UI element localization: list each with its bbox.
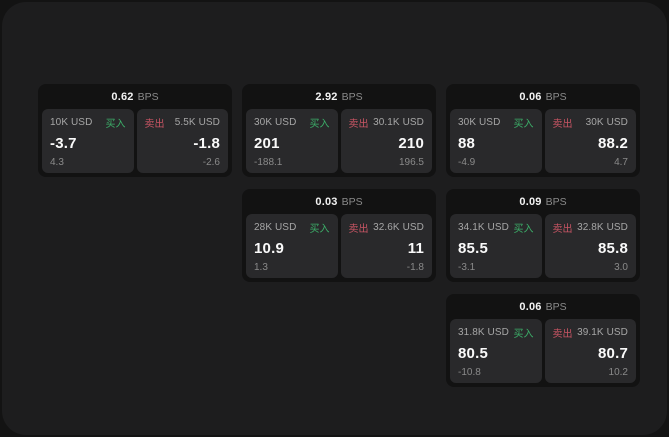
bps-header: 0.06 BPS	[446, 84, 640, 107]
buy-panel[interactable]: 30K USD 买入 88 -4.9	[450, 109, 542, 173]
bps-header: 2.92 BPS	[242, 84, 436, 107]
buy-amount: 31.8K USD	[458, 327, 509, 338]
quote-card: 2.92 BPS 30K USD 买入 201 -188.1 卖出	[242, 84, 436, 177]
buy-amount: 10K USD	[50, 117, 93, 128]
quote-card: 0.06 BPS 31.8K USD 买入 80.5 -10.8 卖	[446, 294, 640, 387]
buy-amount: 30K USD	[254, 117, 297, 128]
sell-amount: 32.6K USD	[373, 222, 424, 233]
sell-amount: 30K USD	[585, 117, 628, 128]
bps-value: 0.03	[315, 195, 338, 208]
buy-price: 201	[254, 135, 280, 152]
bps-value: 0.09	[519, 195, 542, 208]
buy-tag: 买入	[513, 224, 534, 235]
buy-delta: -188.1	[254, 157, 283, 168]
buy-panel[interactable]: 28K USD 买入 10.9 1.3	[246, 214, 338, 278]
buy-price: 88	[458, 135, 476, 152]
sell-amount: 32.8K USD	[577, 222, 628, 233]
buy-panel[interactable]: 30K USD 买入 201 -188.1	[246, 109, 338, 173]
buy-delta: -10.8	[458, 367, 481, 378]
buy-amount: 34.1K USD	[458, 222, 509, 233]
sell-price: 11	[407, 240, 424, 257]
bps-unit-label: BPS	[137, 90, 159, 103]
sell-price: -1.8	[193, 135, 220, 152]
quote-card: 0.06 BPS 30K USD 买入 88 -4.9 卖出	[446, 84, 640, 177]
sell-price: 88.2	[598, 135, 628, 152]
buy-delta: 4.3	[50, 157, 64, 168]
quote-card-body: 28K USD 买入 10.9 1.3 卖出 32.6K USD 11 -1.8	[242, 212, 436, 282]
bps-value: 2.92	[315, 90, 338, 103]
buy-delta: -3.1	[458, 262, 476, 273]
buy-tag: 买入	[309, 224, 330, 235]
sell-panel[interactable]: 卖出 30.1K USD 210 196.5	[340, 109, 432, 173]
bps-header: 0.09 BPS	[446, 189, 640, 212]
quote-card-body: 34.1K USD 买入 85.5 -3.1 卖出 32.8K USD 85.8…	[446, 212, 640, 282]
buy-tag: 买入	[513, 329, 534, 340]
sell-delta: -2.6	[202, 157, 220, 168]
sell-delta: 4.7	[614, 157, 628, 168]
sell-panel[interactable]: 卖出 32.8K USD 85.8 3.0	[544, 214, 636, 278]
buy-price: 80.5	[458, 345, 488, 362]
sell-panel[interactable]: 卖出 39.1K USD 80.7 10.2	[544, 319, 636, 383]
quote-card-body: 30K USD 买入 88 -4.9 卖出 30K USD 88.2 4.7	[446, 107, 640, 177]
buy-panel[interactable]: 31.8K USD 买入 80.5 -10.8	[450, 319, 542, 383]
buy-amount: 30K USD	[458, 117, 501, 128]
sell-panel[interactable]: 卖出 30K USD 88.2 4.7	[544, 109, 636, 173]
sell-panel[interactable]: 卖出 32.6K USD 11 -1.8	[340, 214, 432, 278]
buy-price: 10.9	[254, 240, 284, 257]
quote-card: 0.03 BPS 28K USD 买入 10.9 1.3 卖出	[242, 189, 436, 282]
sell-amount: 30.1K USD	[373, 117, 424, 128]
buy-panel[interactable]: 10K USD 买入 -3.7 4.3	[42, 109, 134, 173]
quote-card-body: 10K USD 买入 -3.7 4.3 卖出 5.5K USD -1.8 -2.…	[38, 107, 232, 177]
buy-tag: 买入	[105, 119, 126, 130]
sell-tag: 卖出	[144, 119, 165, 130]
sell-delta: 10.2	[608, 367, 628, 378]
buy-panel[interactable]: 34.1K USD 买入 85.5 -3.1	[450, 214, 542, 278]
sell-tag: 卖出	[552, 329, 573, 340]
bps-unit-label: BPS	[545, 90, 567, 103]
bps-value: 0.06	[519, 300, 542, 313]
sell-price: 210	[398, 135, 424, 152]
sell-price: 80.7	[598, 345, 628, 362]
sell-panel[interactable]: 卖出 5.5K USD -1.8 -2.6	[136, 109, 228, 173]
bps-unit-label: BPS	[545, 195, 567, 208]
buy-amount: 28K USD	[254, 222, 297, 233]
sell-tag: 卖出	[552, 224, 573, 235]
sell-tag: 卖出	[348, 224, 369, 235]
bps-unit-label: BPS	[545, 300, 567, 313]
buy-price: -3.7	[50, 135, 77, 152]
sell-price: 85.8	[598, 240, 628, 257]
buy-tag: 买入	[513, 119, 534, 130]
sell-amount: 39.1K USD	[577, 327, 628, 338]
buy-price: 85.5	[458, 240, 488, 257]
quote-card: 0.09 BPS 34.1K USD 买入 85.5 -3.1 卖出	[446, 189, 640, 282]
quote-card-grid: 0.62 BPS 10K USD 买入 -3.7 4.3 卖出	[38, 84, 640, 387]
sell-delta: 196.5	[398, 157, 424, 168]
bps-unit-label: BPS	[341, 90, 363, 103]
sell-tag: 卖出	[348, 119, 369, 130]
buy-delta: -4.9	[458, 157, 476, 168]
sell-amount: 5.5K USD	[174, 117, 220, 128]
quote-card-body: 30K USD 买入 201 -188.1 卖出 30.1K USD 210 1…	[242, 107, 436, 177]
bps-unit-label: BPS	[341, 195, 363, 208]
sell-delta: -1.8	[406, 262, 424, 273]
bps-value: 0.62	[111, 90, 134, 103]
quote-card-body: 31.8K USD 买入 80.5 -10.8 卖出 39.1K USD 80.…	[446, 317, 640, 387]
buy-tag: 买入	[309, 119, 330, 130]
buy-delta: 1.3	[254, 262, 268, 273]
bps-value: 0.06	[519, 90, 542, 103]
quote-card: 0.62 BPS 10K USD 买入 -3.7 4.3 卖出	[38, 84, 232, 177]
bps-header: 0.06 BPS	[446, 294, 640, 317]
bps-header: 0.62 BPS	[38, 84, 232, 107]
bps-header: 0.03 BPS	[242, 189, 436, 212]
sell-delta: 3.0	[614, 262, 628, 273]
sell-tag: 卖出	[552, 119, 573, 130]
